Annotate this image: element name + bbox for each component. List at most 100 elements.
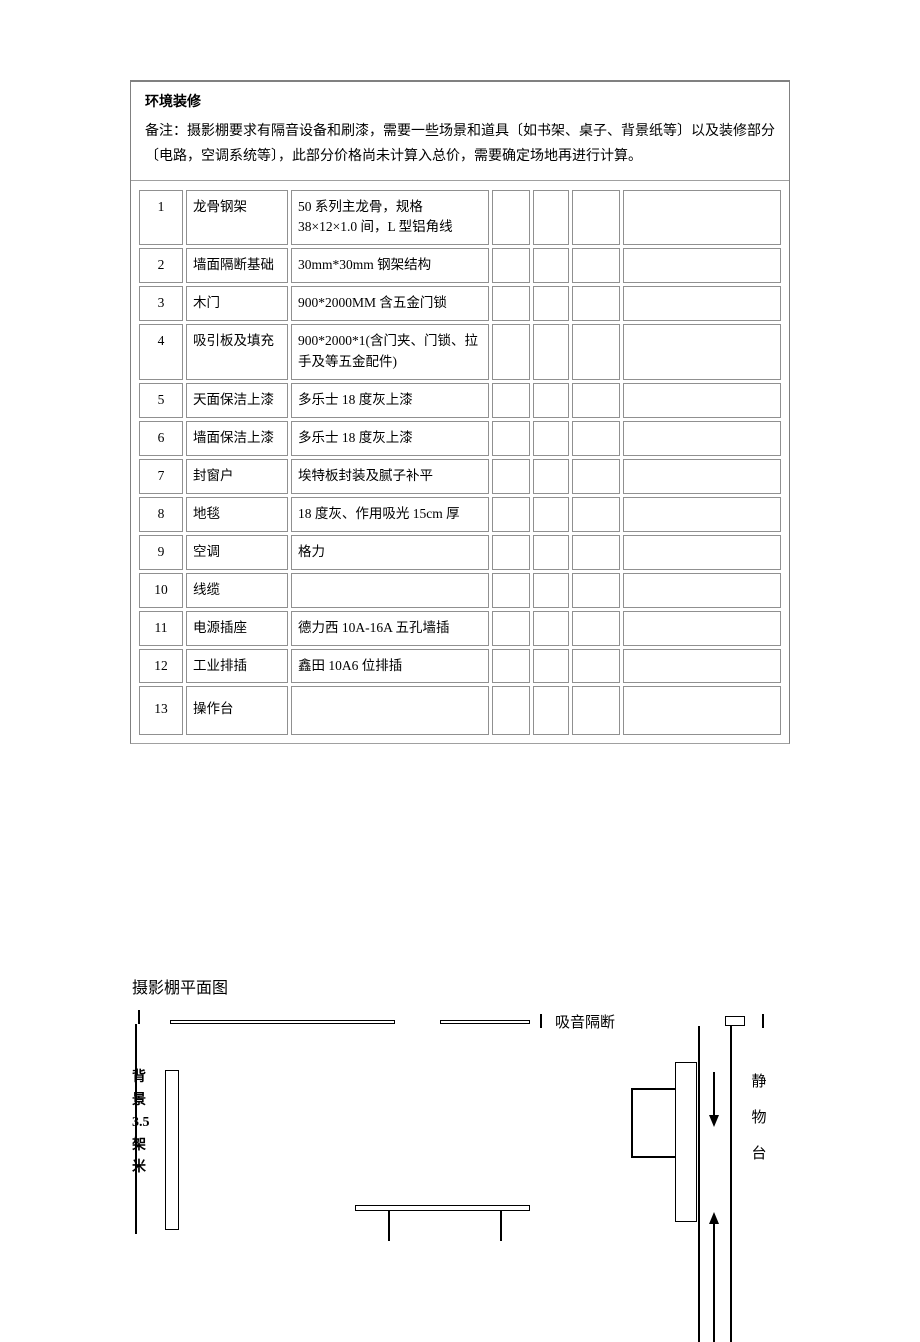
cell-empty (623, 383, 781, 418)
cell-empty (623, 611, 781, 646)
right-outer-vline (698, 1026, 700, 1342)
cell-empty (492, 383, 530, 418)
cell-empty (533, 421, 569, 456)
cell-empty (623, 459, 781, 494)
table-row: 11电源插座德力西 10A-16A 五孔墙插 (139, 611, 781, 646)
table-row: 9空调格力 (139, 535, 781, 570)
cell-empty (492, 248, 530, 283)
cell-spec: 格力 (291, 535, 489, 570)
cell-empty (492, 649, 530, 684)
top-tick (138, 1010, 140, 1024)
cell-empty (533, 190, 569, 246)
cell-name: 工业排插 (186, 649, 288, 684)
cell-empty (623, 421, 781, 456)
cell-name: 龙骨钢架 (186, 190, 288, 246)
left-rack-box (165, 1070, 179, 1230)
cell-empty (572, 535, 620, 570)
table-row: 6墙面保洁上漆多乐士 18 度灰上漆 (139, 421, 781, 456)
cell-empty (492, 286, 530, 321)
right-cross-h (631, 1156, 675, 1158)
cell-empty (623, 686, 781, 735)
cell-empty (492, 190, 530, 246)
cell-empty (533, 573, 569, 608)
top-tick (540, 1014, 542, 1028)
cell-empty (572, 248, 620, 283)
cell-num: 7 (139, 459, 183, 494)
cell-num: 5 (139, 383, 183, 418)
top-small-box (725, 1016, 745, 1026)
cell-name: 空调 (186, 535, 288, 570)
arrow-up-shaft (713, 1224, 715, 1342)
cell-name: 电源插座 (186, 611, 288, 646)
arrow-up-head (709, 1212, 719, 1224)
cell-num: 8 (139, 497, 183, 532)
cell-empty (492, 611, 530, 646)
cell-empty (533, 248, 569, 283)
cell-empty (492, 459, 530, 494)
cell-spec: 50 系列主龙骨，规格 38×12×1.0 间，L 型铝角线 (291, 190, 489, 246)
table-row: 13操作台 (139, 686, 781, 735)
section-title: 环境装修 (145, 90, 775, 115)
cell-empty (533, 686, 569, 735)
cell-num: 13 (139, 686, 183, 735)
cell-spec (291, 686, 489, 735)
cell-num: 1 (139, 190, 183, 246)
cell-empty (492, 686, 530, 735)
cell-empty (572, 190, 620, 246)
cell-empty (533, 459, 569, 494)
diagram-section: 摄影棚平面图 吸音隔断背景3.5架米静物台 (130, 974, 790, 1342)
table-wrap: 1龙骨钢架50 系列主龙骨，规格 38×12×1.0 间，L 型铝角线2墙面隔断… (131, 181, 789, 744)
arrow-down-shaft (713, 1072, 715, 1117)
cell-empty (533, 535, 569, 570)
cell-spec (291, 573, 489, 608)
label-partition: 吸音隔断 (555, 1012, 615, 1035)
right-cross-v (631, 1088, 633, 1157)
cell-num: 2 (139, 248, 183, 283)
document-frame: 环境装修 备注：摄影棚要求有隔音设备和刷漆，需要一些场景和道具〔如书架、桌子、背… (130, 80, 790, 744)
cell-name: 墙面隔断基础 (186, 248, 288, 283)
cell-name: 木门 (186, 286, 288, 321)
cell-empty (533, 286, 569, 321)
cell-empty (572, 383, 620, 418)
cell-name: 操作台 (186, 686, 288, 735)
cell-name: 地毯 (186, 497, 288, 532)
cell-num: 10 (139, 573, 183, 608)
table-row: 1龙骨钢架50 系列主龙骨，规格 38×12×1.0 间，L 型铝角线 (139, 190, 781, 246)
cell-spec: 18 度灰、作用吸光 15cm 厚 (291, 497, 489, 532)
center-table-leg (388, 1211, 390, 1241)
cell-empty (623, 497, 781, 532)
table-row: 8地毯18 度灰、作用吸光 15cm 厚 (139, 497, 781, 532)
cell-name: 吸引板及填充 (186, 324, 288, 380)
cell-num: 11 (139, 611, 183, 646)
cell-empty (572, 324, 620, 380)
cell-spec: 900*2000*1(含门夹、门锁、拉手及等五金配件) (291, 324, 489, 380)
cell-num: 4 (139, 324, 183, 380)
cell-empty (492, 324, 530, 380)
right-cross-h (631, 1088, 675, 1090)
cell-empty (623, 190, 781, 246)
table-row: 7封窗户埃特板封装及腻子补平 (139, 459, 781, 494)
cell-spec: 埃特板封装及腻子补平 (291, 459, 489, 494)
cell-empty (572, 686, 620, 735)
cell-empty (623, 573, 781, 608)
cell-empty (492, 421, 530, 456)
cell-empty (492, 535, 530, 570)
cell-empty (623, 649, 781, 684)
center-table-leg (500, 1211, 502, 1241)
table-row: 5天面保洁上漆多乐士 18 度灰上漆 (139, 383, 781, 418)
table-row: 2墙面隔断基础30mm*30mm 钢架结构 (139, 248, 781, 283)
table-row: 12工业排插鑫田 10A6 位排插 (139, 649, 781, 684)
cell-name: 天面保洁上漆 (186, 383, 288, 418)
top-segment-box (170, 1020, 395, 1024)
cell-empty (572, 611, 620, 646)
table-row: 3木门900*2000MM 含五金门锁 (139, 286, 781, 321)
cell-spec: 鑫田 10A6 位排插 (291, 649, 489, 684)
materials-table: 1龙骨钢架50 系列主龙骨，规格 38×12×1.0 间，L 型铝角线2墙面隔断… (136, 187, 784, 739)
label-right-table: 静物台 (744, 1064, 774, 1172)
cell-empty (533, 649, 569, 684)
arrow-down-head (709, 1115, 719, 1127)
cell-spec: 30mm*30mm 钢架结构 (291, 248, 489, 283)
cell-name: 封窗户 (186, 459, 288, 494)
cell-spec: 德力西 10A-16A 五孔墙插 (291, 611, 489, 646)
floorplan-diagram: 吸音隔断背景3.5架米静物台 (130, 1002, 780, 1342)
